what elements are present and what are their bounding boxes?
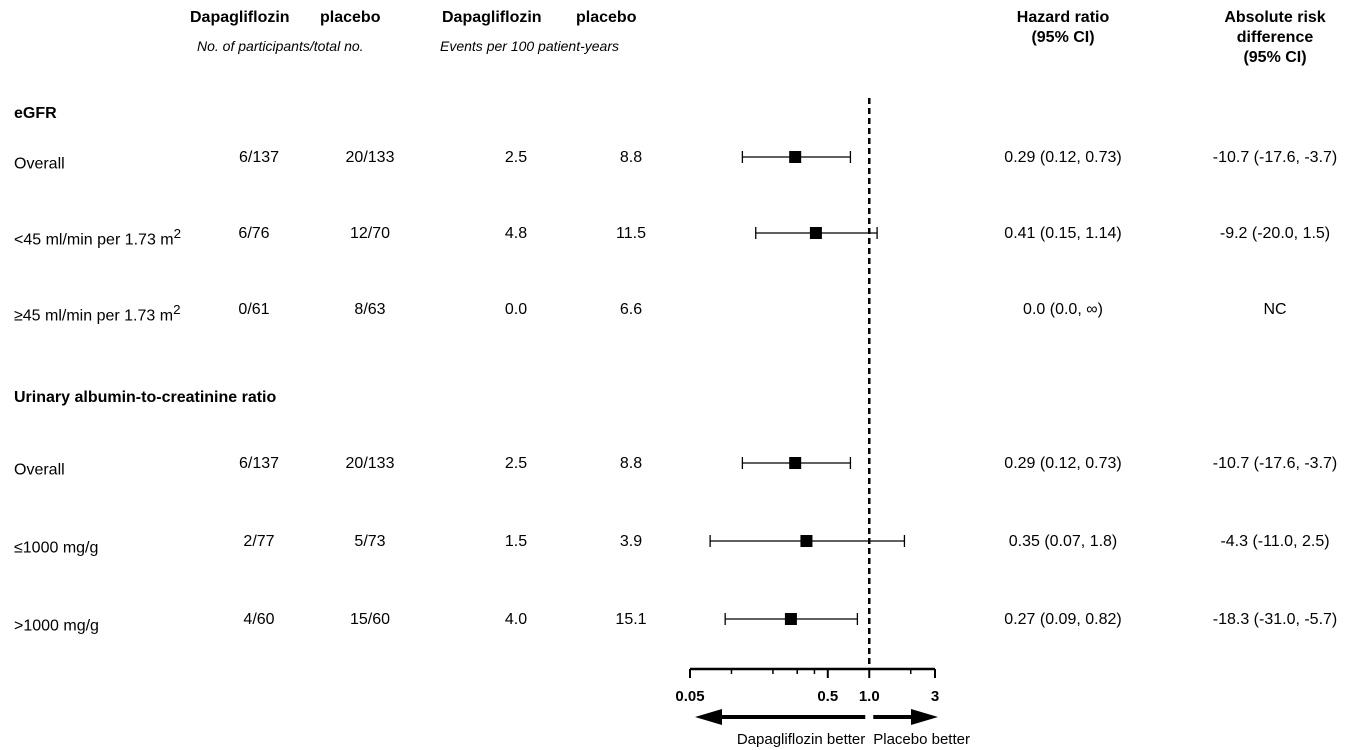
row-placebo-rate: 8.8 bbox=[619, 149, 643, 166]
row-dapa-participants: 6/137 bbox=[238, 455, 280, 472]
row-dapa-participants: 2/77 bbox=[243, 533, 275, 550]
favors-placebo-label: Placebo better bbox=[873, 731, 970, 748]
row-placebo-participants: 5/73 bbox=[354, 533, 386, 550]
row-absolute-risk: -18.3 (-31.0, -5.7) bbox=[1212, 611, 1338, 628]
row-label: Overall bbox=[14, 155, 65, 173]
header-absolute-risk-difference: difference bbox=[1236, 29, 1314, 46]
header-dapagliflozin-counts: Dapagliflozin bbox=[190, 9, 290, 26]
header-absolute-risk: Absolute risk bbox=[1224, 9, 1326, 26]
row-dapa-rate: 2.5 bbox=[504, 149, 528, 166]
row-label: ≤1000 mg/g bbox=[14, 539, 99, 557]
row-hazard-ratio: 0.0 (0.0, ∞) bbox=[1023, 301, 1103, 318]
row-label: ≥45 ml/min per 1.73 m2 bbox=[14, 302, 181, 325]
point-estimate bbox=[800, 535, 813, 547]
row-label: Overall bbox=[14, 461, 65, 479]
tick-label: 3 bbox=[931, 688, 939, 705]
point-estimate bbox=[784, 613, 797, 625]
header-dapagliflozin-events: Dapagliflozin bbox=[442, 9, 542, 26]
row-placebo-rate: 3.9 bbox=[619, 533, 643, 550]
arrow-left-head bbox=[695, 709, 722, 725]
row-placebo-rate: 8.8 bbox=[619, 455, 643, 472]
tick-label: 0.5 bbox=[817, 688, 838, 705]
row-dapa-participants: 6/137 bbox=[238, 149, 280, 166]
row-dapa-rate: 1.5 bbox=[504, 533, 528, 550]
row-dapa-participants: 0/61 bbox=[238, 301, 270, 318]
point-estimate bbox=[789, 151, 802, 163]
section-title-egfr: eGFR bbox=[14, 105, 57, 122]
point-estimate bbox=[809, 227, 822, 239]
header-events-subtitle: Events per 100 patient-years bbox=[440, 38, 619, 54]
tick-label: 0.05 bbox=[675, 688, 704, 705]
row-dapa-rate: 4.8 bbox=[504, 225, 528, 242]
row-placebo-participants: 8/63 bbox=[354, 301, 386, 318]
row-dapa-participants: 4/60 bbox=[243, 611, 275, 628]
row-placebo-participants: 20/133 bbox=[345, 455, 395, 472]
row-absolute-risk: -4.3 (-11.0, 2.5) bbox=[1220, 533, 1330, 550]
row-absolute-risk: -10.7 (-17.6, -3.7) bbox=[1212, 149, 1338, 166]
section-title-uacr: Urinary albumin-to-creatinine ratio bbox=[14, 389, 277, 406]
row-label: >1000 mg/g bbox=[14, 617, 99, 635]
row-absolute-risk: NC bbox=[1263, 301, 1287, 318]
row-label: <45 ml/min per 1.73 m2 bbox=[14, 226, 182, 249]
row-dapa-rate: 0.0 bbox=[504, 301, 528, 318]
header-hazard-ratio: Hazard ratio bbox=[1016, 9, 1110, 26]
tick-label: 1.0 bbox=[859, 688, 880, 705]
row-dapa-participants: 6/76 bbox=[238, 225, 270, 242]
row-absolute-risk: -10.7 (-17.6, -3.7) bbox=[1212, 455, 1338, 472]
row-placebo-participants: 15/60 bbox=[349, 611, 391, 628]
row-hazard-ratio: 0.29 (0.12, 0.73) bbox=[1004, 455, 1122, 472]
row-placebo-participants: 12/70 bbox=[349, 225, 391, 242]
row-absolute-risk: -9.2 (-20.0, 1.5) bbox=[1219, 225, 1331, 242]
row-hazard-ratio: 0.27 (0.09, 0.82) bbox=[1004, 611, 1122, 628]
header-placebo-counts: placebo bbox=[320, 9, 381, 26]
header-participants-subtitle: No. of participants/total no. bbox=[197, 38, 364, 54]
row-placebo-rate: 15.1 bbox=[615, 611, 647, 628]
header-placebo-events: placebo bbox=[576, 9, 637, 26]
header-hazard-ratio-ci: (95% CI) bbox=[1031, 29, 1095, 46]
arrow-right-head bbox=[911, 709, 938, 725]
favors-dapagliflozin-label: Dapagliflozin better bbox=[737, 731, 865, 748]
row-hazard-ratio: 0.29 (0.12, 0.73) bbox=[1004, 149, 1122, 166]
point-estimate bbox=[789, 457, 802, 469]
row-dapa-rate: 2.5 bbox=[504, 455, 528, 472]
row-placebo-rate: 11.5 bbox=[616, 225, 646, 242]
row-dapa-rate: 4.0 bbox=[504, 611, 528, 628]
row-hazard-ratio: 0.41 (0.15, 1.14) bbox=[1004, 225, 1122, 242]
row-placebo-rate: 6.6 bbox=[619, 301, 643, 318]
row-hazard-ratio: 0.35 (0.07, 1.8) bbox=[1008, 533, 1118, 550]
row-placebo-participants: 20/133 bbox=[345, 149, 395, 166]
header-absolute-risk-ci: (95% CI) bbox=[1243, 49, 1307, 66]
